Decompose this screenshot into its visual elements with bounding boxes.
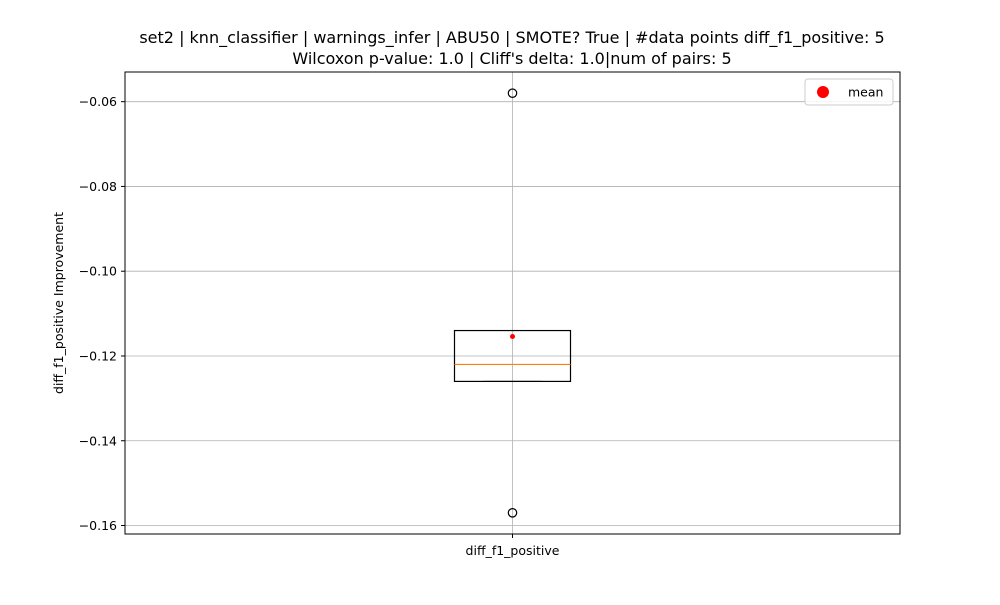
box-layer	[453, 88, 572, 518]
chart-title-line-2: Wilcoxon p-value: 1.0 | Cliff's delta: 1…	[292, 49, 731, 68]
x-tick-label: diff_f1_positive	[466, 543, 560, 558]
chart-title-line-1: set2 | knn_classifier | warnings_infer |…	[139, 28, 884, 48]
box-iqr	[453, 329, 572, 383]
y-tick-label: −0.06	[79, 94, 117, 109]
y-tick-label: −0.14	[79, 433, 117, 448]
legend-mean-marker	[817, 86, 829, 98]
grid-layer	[125, 72, 900, 534]
outlier-point	[507, 508, 518, 518]
y-tick-label: −0.08	[79, 179, 117, 194]
y-tick-label: −0.10	[79, 264, 117, 279]
legend-frame	[804, 78, 894, 106]
y-axis-label: diff_f1_positive Improvement	[51, 212, 66, 394]
y-axis-ticks: −0.06 −0.08 −0.10 −0.12 −0.14 −0.16	[79, 94, 125, 533]
outlier-point	[507, 88, 518, 98]
y-tick-label: −0.12	[79, 348, 117, 363]
y-tick-label: −0.16	[79, 518, 117, 533]
x-axis-ticks: diff_f1_positive	[466, 534, 560, 558]
legend-mean-label: mean	[848, 85, 883, 100]
legend: mean	[804, 78, 894, 106]
mean-marker	[510, 333, 515, 339]
